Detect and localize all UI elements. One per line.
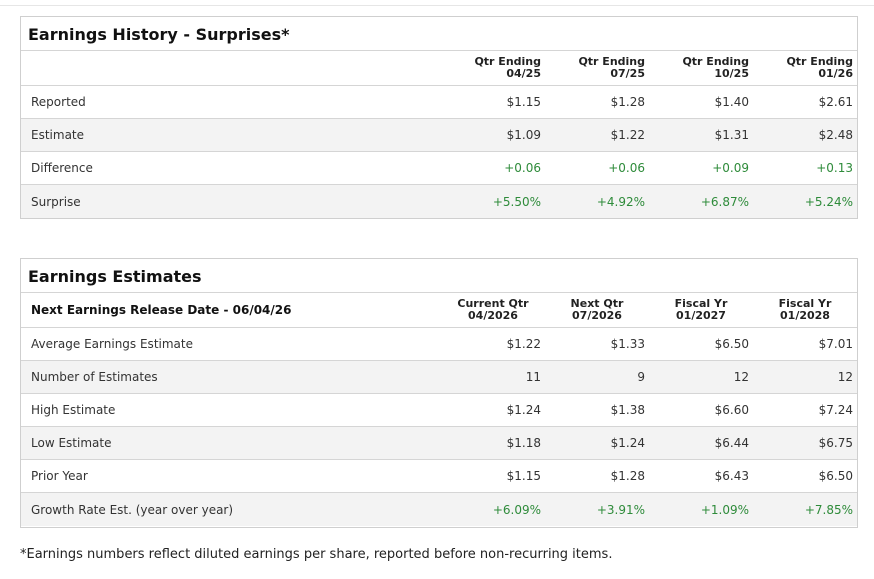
- footnote: *Earnings numbers reflect diluted earnin…: [20, 547, 613, 562]
- table-cell: $6.43: [714, 469, 749, 483]
- row-label: Prior Year: [31, 469, 88, 483]
- table-cell: +7.85%: [804, 502, 853, 517]
- row-label: Difference: [31, 161, 93, 175]
- table-cell: $1.22: [610, 128, 645, 142]
- table-cell: $1.28: [610, 95, 645, 109]
- table-cell: 12: [837, 370, 853, 384]
- table-cell: $1.24: [610, 436, 645, 450]
- table-cell: $1.18: [506, 436, 541, 450]
- table-row-low-estimate: Low Estimate $1.18 $1.24 $6.44 $6.75: [21, 427, 857, 460]
- table-cell: +5.24%: [804, 194, 853, 209]
- table-cell: +3.91%: [596, 502, 645, 517]
- row-label: Number of Estimates: [31, 370, 158, 384]
- column-header-fiscal-yr-2028: Fiscal Yr 01/2028: [778, 297, 832, 322]
- table-cell: $1.38: [610, 403, 645, 417]
- row-label: Growth Rate Est. (year over year): [31, 502, 234, 517]
- table-cell: $1.24: [506, 403, 541, 417]
- table-row-surprise: Surprise +5.50% +4.92% +6.87% +5.24%: [21, 185, 857, 218]
- row-label: Average Earnings Estimate: [31, 337, 193, 351]
- column-header-qtr-01-26: Qtr Ending 01/26: [786, 55, 853, 80]
- table-cell: $7.01: [818, 337, 853, 351]
- row-label: Low Estimate: [31, 436, 112, 450]
- column-header-qtr-10-25: Qtr Ending 10/25: [682, 55, 749, 80]
- table-row-number-of-estimates: Number of Estimates 11 9 12 12: [21, 361, 857, 394]
- table-cell: $1.15: [506, 469, 541, 483]
- table-cell: $1.09: [506, 128, 541, 142]
- row-label: High Estimate: [31, 403, 116, 417]
- table-cell: $1.31: [714, 128, 749, 142]
- earnings-estimates-title: Earnings Estimates: [21, 259, 857, 293]
- column-header-qtr-04-25: Qtr Ending 04/25: [474, 55, 541, 80]
- table-cell: $1.40: [714, 95, 749, 109]
- table-cell: +0.06: [608, 161, 645, 175]
- table-cell: +0.13: [816, 161, 853, 175]
- row-label: Estimate: [31, 128, 85, 142]
- earnings-history-panel: Earnings History - Surprises* Qtr Ending…: [20, 16, 858, 219]
- earnings-history-title: Earnings History - Surprises*: [21, 17, 857, 51]
- table-cell: +0.09: [712, 161, 749, 175]
- table-row-prior-year: Prior Year $1.15 $1.28 $6.43 $6.50: [21, 460, 857, 493]
- column-header-current-qtr: Current Qtr 04/2026: [457, 297, 529, 322]
- table-row-difference: Difference +0.06 +0.06 +0.09 +0.13: [21, 152, 857, 185]
- column-header-qtr-07-25: Qtr Ending 07/25: [578, 55, 645, 80]
- top-divider: [0, 0, 874, 6]
- table-cell: +6.87%: [700, 194, 749, 209]
- header-label-cell: [21, 51, 445, 85]
- table-cell: $7.24: [818, 403, 853, 417]
- table-cell: $2.61: [818, 95, 853, 109]
- table-cell: +0.06: [504, 161, 541, 175]
- table-row-estimate: Estimate $1.09 $1.22 $1.31 $2.48: [21, 119, 857, 152]
- table-cell: $1.22: [506, 337, 541, 351]
- table-row-reported: Reported $1.15 $1.28 $1.40 $2.61: [21, 86, 857, 119]
- table-cell: $2.48: [818, 128, 853, 142]
- column-header-fiscal-yr-2027: Fiscal Yr 01/2027: [674, 297, 728, 322]
- row-label: Surprise: [31, 194, 81, 209]
- table-row-average-estimate: Average Earnings Estimate $1.22 $1.33 $6…: [21, 328, 857, 361]
- table-cell: +1.09%: [700, 502, 749, 517]
- table-cell: 12: [733, 370, 749, 384]
- row-label: Reported: [31, 95, 86, 109]
- earnings-estimates-header-row: Next Earnings Release Date - 06/04/26 Cu…: [21, 293, 857, 328]
- table-cell: 9: [637, 370, 645, 384]
- table-cell: $6.75: [818, 436, 853, 450]
- column-header-next-qtr: Next Qtr 07/2026: [570, 297, 624, 322]
- earnings-history-header-row: Qtr Ending 04/25 Qtr Ending 07/25 Qtr Endi…: [21, 51, 857, 86]
- table-cell: +5.50%: [492, 194, 541, 209]
- table-cell: 11: [525, 370, 541, 384]
- table-cell: +4.92%: [596, 194, 645, 209]
- table-cell: $1.15: [506, 95, 541, 109]
- table-cell: $1.33: [610, 337, 645, 351]
- table-row-high-estimate: High Estimate $1.24 $1.38 $6.60 $7.24: [21, 394, 857, 427]
- table-cell: +6.09%: [492, 502, 541, 517]
- earnings-estimates-panel: Earnings Estimates Next Earnings Release…: [20, 258, 858, 528]
- next-release-date-label: Next Earnings Release Date - 06/04/26: [31, 303, 292, 317]
- table-cell: $6.60: [714, 403, 749, 417]
- table-cell: $6.50: [714, 337, 749, 351]
- table-cell: $6.50: [818, 469, 853, 483]
- table-cell: $1.28: [610, 469, 645, 483]
- table-cell: $6.44: [714, 436, 749, 450]
- table-row-growth-rate: Growth Rate Est. (year over year) +6.09%…: [21, 493, 857, 526]
